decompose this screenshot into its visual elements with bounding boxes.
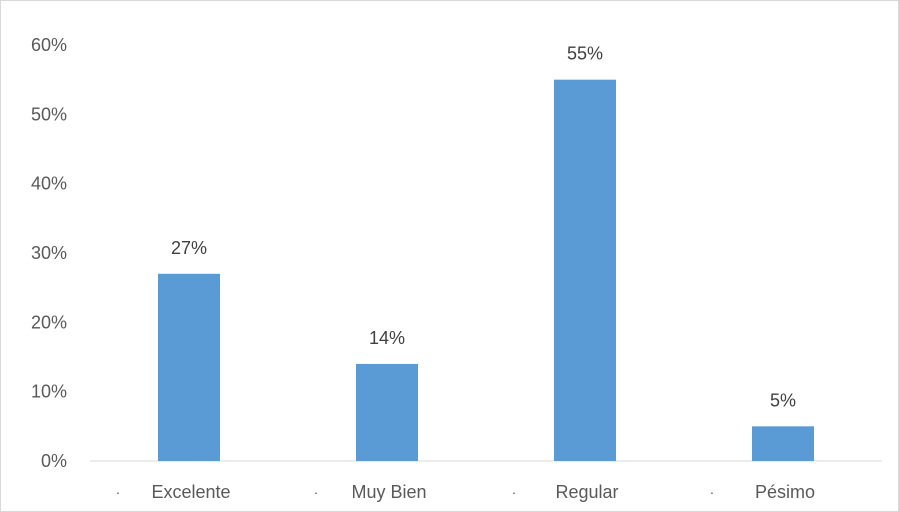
data-label: 55% (567, 44, 603, 64)
y-tick-label: 60% (31, 35, 67, 55)
bar (554, 79, 616, 462)
bars-group (158, 79, 814, 462)
y-axis-tick-labels: 0% 10% 20% 30% 40% 50% 60% (31, 35, 67, 471)
category-bullet: · (116, 484, 121, 500)
bar (752, 426, 814, 461)
category-label: Pésimo (755, 482, 815, 502)
category-bullet: · (710, 484, 715, 500)
y-tick-label: 30% (31, 243, 67, 263)
y-tick-label: 0% (41, 451, 67, 471)
data-label: 14% (369, 328, 405, 348)
category-labels-group: · Excelente · Muy Bien · Regular · Pésimo (116, 482, 815, 502)
data-labels-group: 27% 14% 55% 5% (171, 44, 796, 411)
category-bullet: · (512, 484, 517, 500)
data-label: 27% (171, 238, 207, 258)
data-label: 5% (770, 390, 796, 410)
category-label: Excelente (151, 482, 230, 502)
category-label: Regular (555, 482, 618, 502)
y-tick-label: 50% (31, 104, 67, 124)
y-tick-label: 40% (31, 174, 67, 194)
bar (356, 363, 418, 461)
y-tick-label: 20% (31, 312, 67, 332)
category-bullet: · (314, 484, 319, 500)
bar (158, 273, 220, 461)
category-label: Muy Bien (351, 482, 426, 502)
y-tick-label: 10% (31, 382, 67, 402)
